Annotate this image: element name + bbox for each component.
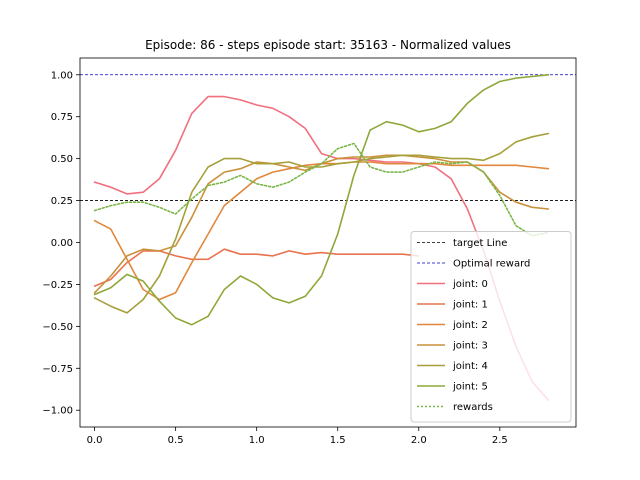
legend-box xyxy=(410,231,572,423)
x-tick-label: 0.5 xyxy=(168,435,184,446)
y-tick-label: 0.50 xyxy=(51,154,73,165)
series-line-joint-5 xyxy=(93,74,550,326)
y-tick-label: −0.75 xyxy=(42,364,73,375)
y-tick-label: 0.25 xyxy=(51,196,73,207)
legend-label-joint-1: joint: 1 xyxy=(452,300,488,311)
x-tick-label: 1.0 xyxy=(249,435,265,446)
legend-label-joint-0: joint: 0 xyxy=(452,279,488,290)
series-line-joint-0 xyxy=(93,95,550,402)
legend-label-joint-3: joint: 3 xyxy=(452,341,488,352)
legend-label-joint-4: joint: 4 xyxy=(452,361,488,372)
x-tick-label: 0.0 xyxy=(87,435,103,446)
y-tick-label: 0.75 xyxy=(51,112,73,123)
series-line-joint-1 xyxy=(93,248,420,287)
y-tick-label: −1.00 xyxy=(42,406,73,417)
y-tick-label: −0.50 xyxy=(42,322,73,333)
legend-label-joint-2: joint: 2 xyxy=(452,320,488,331)
x-tick-label: 2.0 xyxy=(411,435,427,446)
legend-label-rewards: rewards xyxy=(453,402,493,413)
legend-label-joint-5: joint: 5 xyxy=(452,382,488,393)
series-line-joint-4 xyxy=(93,132,550,314)
y-tick-label: 1.00 xyxy=(51,70,73,81)
legend-label-target-line: target Line xyxy=(453,238,507,249)
y-tick-label: 0.00 xyxy=(51,238,73,249)
y-tick-label: −0.25 xyxy=(42,280,73,291)
legend-label-optimal-reward: Optimal reward xyxy=(453,259,530,270)
x-tick-label: 2.5 xyxy=(492,435,508,446)
chart-title: Episode: 86 - steps episode start: 35163… xyxy=(145,38,511,52)
x-tick-label: 1.5 xyxy=(330,435,346,446)
series-line-rewards xyxy=(93,142,550,237)
